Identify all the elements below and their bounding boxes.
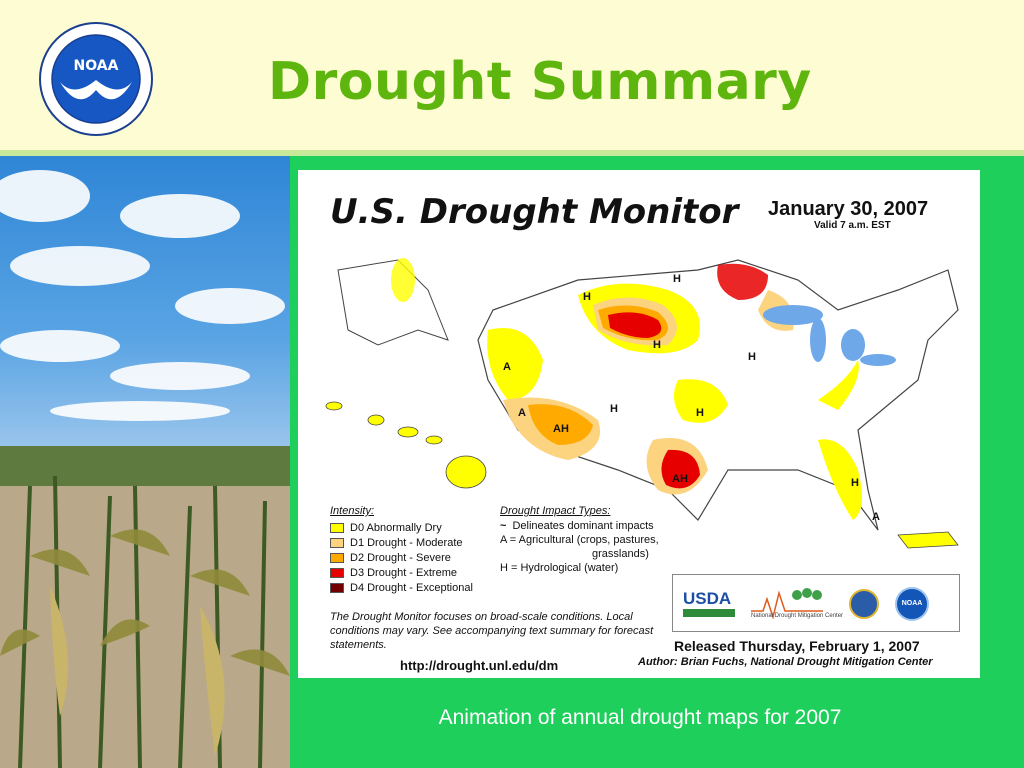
slide-header [0, 0, 1024, 152]
header-divider [0, 150, 1024, 156]
map-label: AH [553, 423, 569, 435]
map-label: H [653, 339, 661, 351]
d4-swatch [330, 582, 344, 593]
map-label: A [518, 407, 526, 419]
map-label: H [673, 273, 681, 285]
monitor-valid-time: Valid 7 a.m. EST [814, 220, 891, 231]
impact-line: ~ Delineates dominant impacts [500, 520, 654, 532]
impact-legend: Drought Impact Types: ~ Delineates domina… [500, 505, 659, 576]
monitor-date: January 30, 2007 [768, 198, 929, 220]
map-label: H [748, 351, 756, 363]
ndmc-logo [751, 588, 823, 620]
us-map-graphic: H H H A A AH H H AH H H A [325, 258, 959, 549]
impact-line: grasslands) [592, 548, 649, 560]
d2-swatch [330, 552, 344, 563]
drought-monitor-map: U.S. Drought Monitor January 30, 2007 Va… [298, 170, 980, 678]
legend-row-d1: D1 Drought - Moderate [330, 535, 473, 550]
d1-swatch [330, 537, 344, 548]
legend-label: D0 Abnormally Dry [350, 521, 442, 534]
map-author: Author: Brian Fuchs, National Drought Mi… [638, 656, 933, 668]
d0-swatch [330, 522, 344, 533]
legend-label: D3 Drought - Extreme [350, 566, 457, 579]
agency-logos: USDA National Drought Mitigation Center … [672, 574, 960, 632]
legend-row-d0: D0 Abnormally Dry [330, 520, 473, 535]
map-label: A [503, 361, 511, 373]
noaa-logo: NOAA [39, 22, 153, 136]
ndmc-label: National Drought Mitigation Center [751, 613, 844, 619]
map-label: A [872, 511, 880, 523]
usda-logo: USDA [683, 589, 732, 608]
legend-row-d2: D2 Drought - Severe [330, 550, 473, 565]
slide-caption[interactable]: Animation of annual drought maps for 200… [438, 706, 842, 729]
impact-heading: Drought Impact Types: [500, 505, 611, 517]
intensity-legend: Intensity: D0 Abnormally Dry D1 Drought … [330, 505, 473, 595]
map-label: H [696, 407, 704, 419]
map-label: AH [672, 473, 688, 485]
drought-cornfield-photo [0, 156, 290, 768]
release-date: Released Thursday, February 1, 2007 [674, 638, 920, 654]
impact-line: A = Agricultural (crops, pastures, [500, 534, 659, 546]
boundary-line-icon: ~ [500, 520, 507, 532]
legend-row-d4: D4 Drought - Exceptional [330, 580, 473, 595]
svg-text:NOAA: NOAA [74, 58, 119, 74]
legend-label: D1 Drought - Moderate [350, 536, 463, 549]
legend-row-d3: D3 Drought - Extreme [330, 565, 473, 580]
noaa-seal: NOAA [895, 587, 929, 621]
monitor-title: U.S. Drought Monitor [330, 192, 739, 232]
legend-label: D2 Drought - Severe [350, 551, 451, 564]
commerce-seal [849, 589, 879, 619]
intensity-heading: Intensity: [330, 505, 375, 517]
impact-line: H = Hydrological (water) [500, 562, 619, 574]
map-label: H [583, 291, 591, 303]
usda-logo-bar [683, 609, 735, 617]
legend-label: D4 Drought - Exceptional [350, 581, 473, 594]
map-label: H [610, 403, 618, 415]
slide-title: Drought Summary [268, 52, 812, 112]
monitor-note: The Drought Monitor focuses on broad-sca… [330, 611, 654, 651]
monitor-url[interactable]: http://drought.unl.edu/dm [400, 658, 559, 673]
map-label: H [851, 477, 859, 489]
d3-swatch [330, 567, 344, 578]
